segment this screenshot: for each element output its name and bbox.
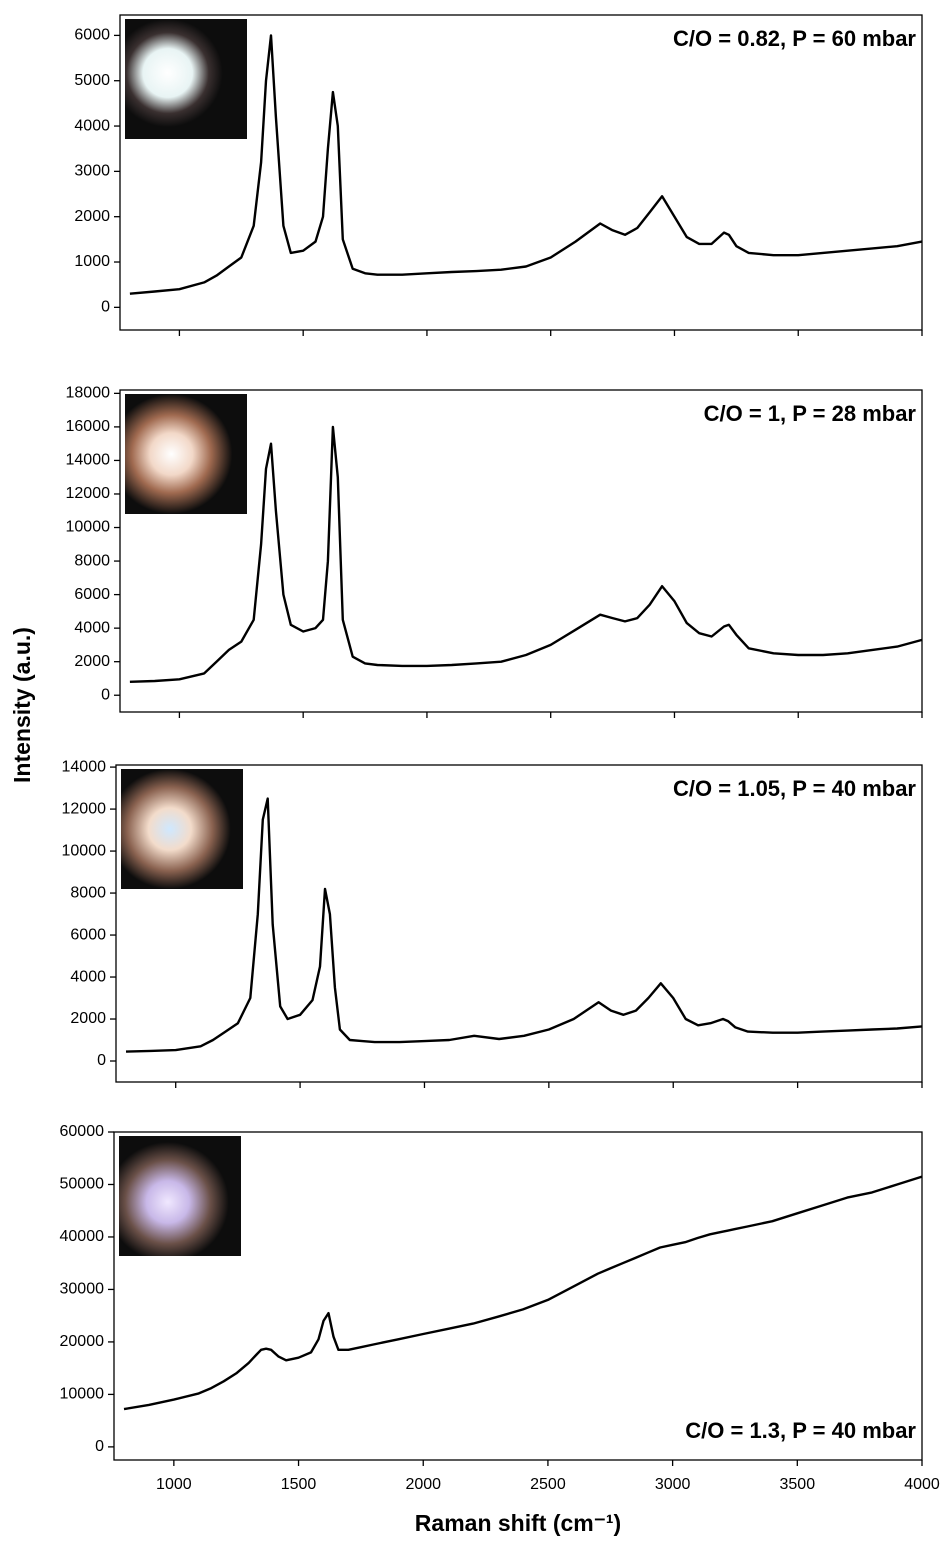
plot-frame (119, 14, 923, 331)
y-tick-label: 14000 (66, 452, 111, 469)
y-tick-label: 4000 (74, 619, 110, 636)
y-tick-label: 8000 (74, 552, 110, 569)
y-tick-label: 4000 (74, 117, 110, 134)
y-tick-label: 2000 (74, 208, 110, 225)
inset-photo (119, 1136, 241, 1256)
y-tick-label: 0 (95, 1438, 104, 1455)
spectrum-line (129, 34, 923, 295)
x-axis-label: Raman shift (cm⁻¹) (415, 1510, 621, 1536)
y-tick-label: 10000 (62, 842, 107, 859)
y-tick-label: 30000 (60, 1281, 105, 1298)
spectrum-line (123, 1175, 923, 1411)
y-tick-label: 10000 (66, 519, 111, 536)
y-tick-label: 0 (101, 299, 110, 316)
y-tick-label: 5000 (74, 72, 110, 89)
x-tick-label: 2500 (530, 1476, 566, 1493)
y-tick-label: 0 (97, 1052, 106, 1069)
y-tick-label: 60000 (60, 1123, 105, 1140)
y-tick-label: 16000 (66, 418, 111, 435)
plot-frame (113, 1131, 923, 1461)
y-tick-label: 8000 (70, 884, 106, 901)
spectrum-line (129, 425, 923, 683)
y-tick-label: 4000 (70, 968, 106, 985)
y-tick-label: 6000 (74, 586, 110, 603)
x-tick-label: 1000 (156, 1476, 192, 1493)
y-tick-label: 50000 (60, 1176, 105, 1193)
y-tick-label: 6000 (70, 926, 106, 943)
x-tick-label: 2000 (405, 1476, 441, 1493)
inset-photo (125, 394, 247, 514)
x-tick-label: 3000 (655, 1476, 691, 1493)
annotation: C/O = 1.05, P = 40 mbar (673, 776, 916, 801)
y-tick-label: 10000 (60, 1386, 105, 1403)
y-tick-label: 0 (101, 686, 110, 703)
annotation: C/O = 1, P = 28 mbar (704, 401, 917, 426)
inset-photo (121, 769, 243, 889)
x-tick-label: 4000 (904, 1476, 940, 1493)
spectrum-line (125, 797, 923, 1053)
y-tick-label: 12000 (66, 485, 111, 502)
y-tick-label: 14000 (62, 758, 107, 775)
annotation: C/O = 1.3, P = 40 mbar (685, 1418, 916, 1443)
y-tick-label: 12000 (62, 800, 107, 817)
y-tick-label: 1000 (74, 253, 110, 270)
y-tick-label: 3000 (74, 163, 110, 180)
x-tick-label: 3500 (780, 1476, 816, 1493)
y-tick-label: 6000 (74, 27, 110, 44)
y-tick-label: 2000 (74, 653, 110, 670)
inset-photo (125, 19, 247, 139)
y-tick-label: 40000 (60, 1228, 105, 1245)
x-tick-label: 1500 (281, 1476, 317, 1493)
y-tick-label: 2000 (70, 1010, 106, 1027)
y-tick-label: 20000 (60, 1333, 105, 1350)
plot-frame (119, 389, 923, 713)
annotation: C/O = 0.82, P = 60 mbar (673, 26, 916, 51)
y-tick-label: 18000 (66, 385, 111, 402)
y-axis-label: Intensity (a.u.) (9, 627, 35, 783)
plot-frame (115, 764, 923, 1083)
